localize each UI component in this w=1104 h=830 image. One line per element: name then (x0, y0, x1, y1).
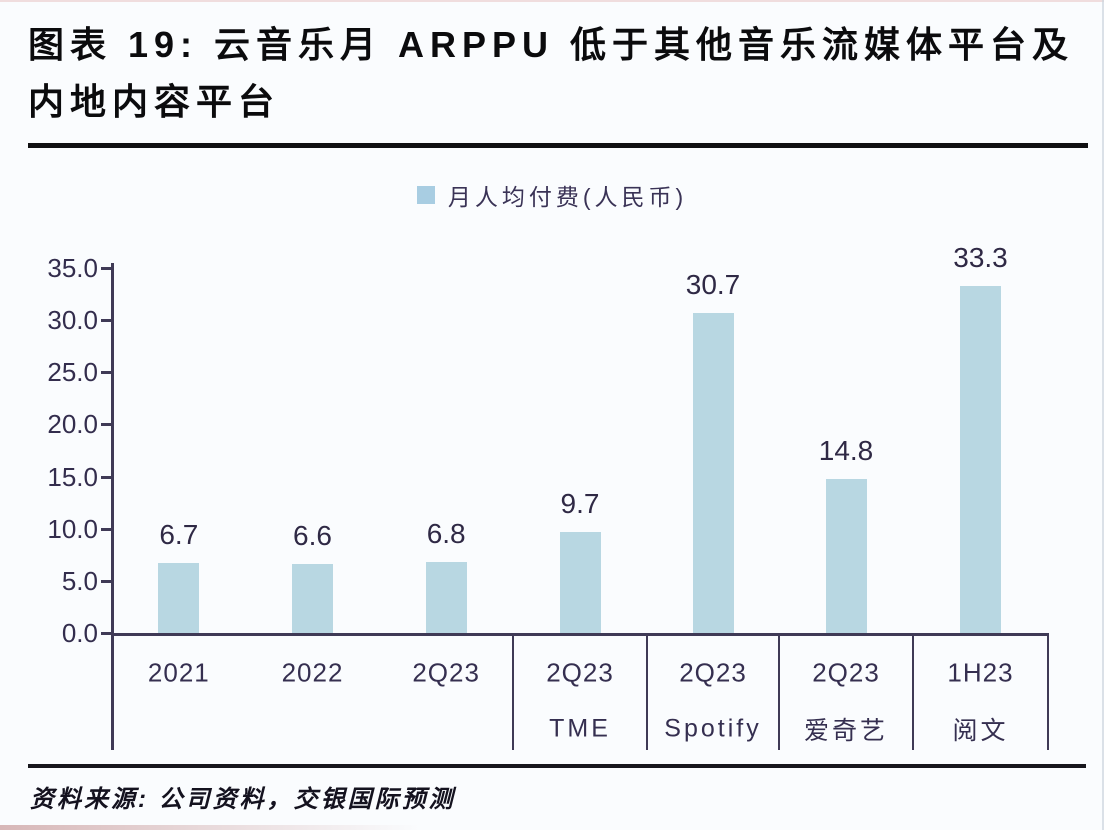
y-tick-label: 25.0 (47, 357, 98, 388)
source-note: 资料来源: 公司资料，交银国际预测 (30, 786, 456, 813)
bar-value-label: 6.6 (293, 520, 332, 552)
y-tick-mark (101, 267, 111, 270)
category-cell-border (512, 635, 514, 750)
y-tick-mark (101, 423, 111, 427)
platform-label: 阅文 (952, 717, 1009, 745)
y-tick-label: 30.0 (47, 305, 98, 336)
y-tick-mark (101, 527, 111, 531)
footer-divider (28, 764, 1086, 768)
y-tick-label: 20.0 (47, 409, 98, 440)
category-cell-border (646, 635, 648, 750)
bar-2022 (292, 564, 333, 633)
bar-阅文 (960, 285, 1001, 633)
category-cell-border (778, 635, 780, 750)
category-label: 2022 (281, 657, 344, 688)
bar-Spotify (692, 312, 734, 633)
category-label: 2Q23 (412, 657, 480, 688)
platform-label: Spotify (664, 714, 762, 743)
screenshot-bottom-edge-artifact (0, 825, 420, 830)
screenshot-top-edge-artifact (0, 0, 1104, 2)
screenshot-right-edge-artifact (1102, 0, 1104, 830)
y-axis-line (111, 263, 114, 750)
title-divider (28, 143, 1088, 148)
category-label: 2Q23 (546, 657, 614, 688)
chart-legend: 月人均付费(人民币) (0, 178, 1104, 212)
figure-title: 图表 19: 云音乐月 ARPPU 低于其他音乐流媒体平台及内地内容平台 (28, 24, 1075, 122)
bar-value-label: 30.7 (685, 268, 741, 300)
bar-value-label: 6.7 (159, 519, 199, 551)
y-tick-label: 5.0 (61, 565, 98, 596)
bar-value-label: 14.8 (818, 434, 874, 466)
y-tick-mark (101, 632, 111, 635)
platform-label: TME (549, 714, 611, 743)
y-tick-mark (101, 579, 111, 583)
y-tick-label: 0.0 (61, 618, 98, 648)
y-tick-mark (101, 475, 111, 479)
category-cell-border (912, 635, 914, 750)
y-tick-label: 10.0 (47, 513, 98, 544)
y-tick-mark (101, 319, 111, 323)
bar-value-label: 33.3 (953, 241, 1008, 273)
category-cell-border (1047, 635, 1049, 750)
category-label: 2Q23 (679, 657, 747, 688)
bar-2Q23 (425, 562, 467, 633)
bar-爱奇艺 (825, 478, 867, 633)
y-tick-mark (101, 371, 111, 375)
category-label: 2021 (147, 657, 210, 688)
x-axis-baseline (111, 633, 1049, 636)
bar-TME (559, 531, 601, 633)
category-label: 2Q23 (812, 657, 880, 688)
bar-value-label: 6.8 (426, 518, 466, 550)
legend-label: 月人均付费(人民币) (447, 184, 688, 210)
y-tick-label: 35.0 (47, 253, 98, 283)
bar-value-label: 9.7 (560, 487, 600, 519)
legend-swatch (416, 186, 435, 204)
category-label: 1H23 (947, 657, 1014, 688)
platform-label: 爱奇艺 (803, 717, 889, 745)
bar-2021 (158, 563, 200, 633)
y-tick-label: 15.0 (47, 461, 98, 492)
